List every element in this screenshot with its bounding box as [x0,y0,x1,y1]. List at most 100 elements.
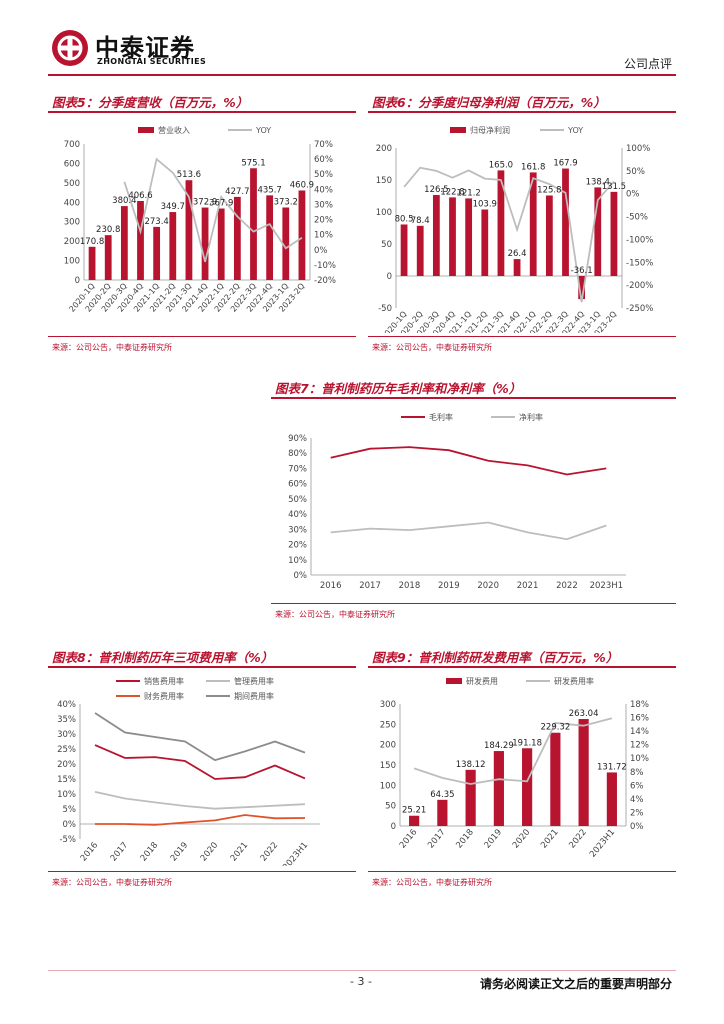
fig8-category-label: 2021 [229,841,251,864]
fig6-right-tick: -250% [626,304,653,314]
fig6-bar [513,259,521,276]
fig8-y-tick: 40% [57,700,76,710]
fig6-data-label: 26.4 [508,249,527,259]
fig6-bar [562,168,569,276]
fig9-legend-bar-label: 研发费用 [466,676,498,686]
fig5-right-tick: 50% [314,170,333,180]
fig6-data-label: 125.8 [537,185,561,195]
fig6-right-tick: 0% [626,190,640,200]
fig9-legend-line-label: 研发费用率 [554,676,594,686]
fig6-data-label: 161.8 [521,162,545,172]
fig9-right-tick: 14% [630,727,649,737]
fig8-category-label: 2017 [109,841,131,864]
fig7-y-tick: 40% [288,510,307,520]
fig5-source: 来源：公司公告，中泰证券研究所 [52,343,172,352]
fig5-data-label: 273.4 [144,217,168,227]
doc-type-label: 公司点评 [623,57,672,71]
fig9-category-label: 2023H1 [588,828,617,860]
fig5-title: 图表5：分季度营收（百万元，%） [52,95,249,110]
fig6-bar [400,224,408,276]
fig6-line-YOY [403,166,615,303]
fig6-right-tick: 50% [626,167,645,177]
fig9-bar [437,799,448,826]
fig8-y-tick: 5% [63,805,77,815]
fig6-source: 来源：公司公告，中泰证券研究所 [372,343,492,352]
fig7-category-label: 2016 [320,581,342,591]
fig9-source: 来源：公司公告，中泰证券研究所 [372,878,492,887]
fig6-bar [610,191,618,276]
fig6-right-tick: -50% [626,213,648,223]
fig7-y-tick: 80% [288,449,307,459]
fig5-bar [201,207,209,280]
fig8-line-期间费用率 [94,712,306,762]
fig5-bar [185,180,193,280]
fig5-bar [250,168,257,280]
logo-text-en: ZHONGTAI SECURITIES [97,57,207,66]
fig5-bar [137,201,144,280]
header-divider [48,74,676,76]
fig9-bar [606,772,617,826]
fig7-y-tick: 10% [288,556,307,566]
fig8-category-label: 2023H1 [281,841,310,866]
fig5-right-tick: 0% [314,246,328,256]
fig5-data-label: 460.9 [290,180,314,190]
fig9-data-label: 25.21 [402,806,426,816]
fig5-right-tick: 70% [314,140,333,150]
fig5-data-label: 513.6 [177,170,201,180]
fig5-bar [153,226,161,280]
fig7-title: 图表7：普利制药历年毛利率和净利率（%） [275,381,522,396]
fig8-title: 图表8：普利制药历年三项费用率（%） [52,650,274,665]
fig8-category-label: 2019 [169,841,191,864]
fig7-y-tick: 20% [288,541,307,551]
fig9-left-tick: 100 [380,781,396,791]
fig9-data-label: 138.12 [456,760,486,770]
fig7-category-label: 2021 [517,581,539,591]
fig9-data-label: 184.29 [484,741,514,751]
fig6-data-label: 121.2 [456,188,480,198]
fig7-category-label: 2019 [438,581,460,591]
fig9-bar [550,732,561,826]
fig6-legend-line-label: YOY [567,126,583,135]
fig7-line-净利率 [330,521,607,541]
fig9-data-label: 263.04 [569,709,599,719]
fig7-y-tick: 50% [288,495,307,505]
fig6-right-tick: -100% [626,235,653,245]
fig5-left-tick: 0 [75,276,80,286]
fig9-data-label: 191.18 [512,738,542,748]
fig5-data-label: 170.8 [80,237,104,247]
fig9-chart: 0 50 100 150 200 250 300 0% 2% 4% 6% 8% 10% 12% 14% 16%… [380,676,649,860]
fig9-category-label: 2016 [398,828,420,851]
fig9-right-tick: 10% [630,754,649,764]
page-number: - 3 - [350,975,372,988]
fig6-legend-bar-swatch [450,127,466,133]
fig9-left-tick: 150 [380,761,396,771]
fig6-data-label: 122.8 [440,187,464,197]
fig9-category-label: 2017 [426,828,448,851]
fig8-line-销售费用率 [94,744,306,780]
fig7-source-rule [271,603,676,604]
fig7-category-label: 2020 [477,581,499,591]
fig5-left-tick: 500 [64,179,80,189]
fig7-legend-1-label: 净利率 [519,412,543,422]
fig7-category-label: 2018 [399,581,421,591]
fig5-right-tick: -10% [314,261,336,271]
fig5-left-tick: 600 [64,159,80,169]
fig5-right-tick: 40% [314,185,333,195]
fig6-left-tick: -50 [378,304,392,314]
fig7-y-tick: 30% [288,525,307,535]
fig6-bar [449,197,456,276]
fig9-bar [409,815,420,826]
fig6-data-label: 167.9 [553,159,577,169]
fig5-data-label: 349.7 [161,202,185,212]
fig9-category-label: 2018 [454,828,476,851]
fig9-category-label: 2021 [539,828,561,851]
fig5-data-label: 230.8 [96,225,120,235]
fig9-data-label: 229.32 [541,723,571,733]
fig6-data-label: -36.1 [571,266,593,276]
fig6-left-tick: 50 [381,240,392,250]
fig8-line-财务费用率 [95,814,306,826]
fig5-legend-line-label: YOY [255,126,271,135]
fig5-bar [282,207,290,280]
fig5-data-label: 427.7 [225,187,249,197]
fig6-legend-bar-label: 归母净利润 [470,125,510,135]
